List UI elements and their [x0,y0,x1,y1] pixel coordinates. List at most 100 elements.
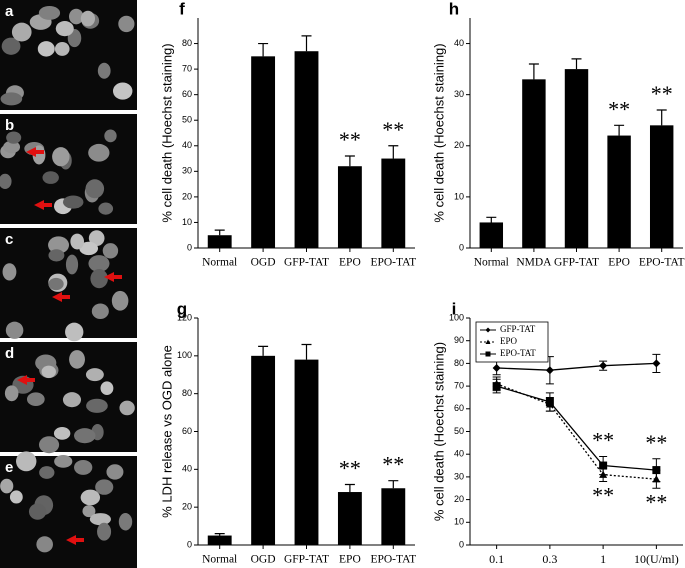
x-tick-label: NMDA [516,257,552,269]
x-tick-label: GFP-TAT [284,554,329,566]
nucleus [102,243,119,259]
significance: ** [645,489,667,514]
y-tick-label: 40 [454,449,464,459]
panel-label: b [5,117,14,134]
nucleus [38,436,60,454]
legend-marker [485,339,491,344]
x-tick-label: EPO [339,554,361,566]
y-tick-label: 10 [182,217,192,227]
nucleus [88,255,110,272]
y-axis-label: % cell death (Hoechst staining) [431,43,446,222]
nucleus [28,503,47,520]
nucleus [16,451,37,472]
panel-label: a [5,3,14,20]
x-tick-label: EPO [339,257,361,269]
nucleus [74,428,96,444]
nucleus [54,41,70,56]
bar [607,135,631,248]
error-bar [214,229,225,236]
nucleus [2,263,17,281]
x-tick-label: 10(U/ml) [634,552,679,566]
significance: ** [651,81,673,106]
error-bar [258,42,269,57]
y-tick-label: 40 [454,38,464,48]
y-tick-label: 100 [177,350,192,360]
bar [381,158,406,248]
bar [251,355,276,545]
y-tick-label: 40 [182,464,192,474]
x-tick-label: Normal [202,554,237,566]
panel-letter: h [449,0,459,18]
y-tick-label: 80 [182,388,192,398]
error-bar [258,345,269,356]
significance: ** [339,456,361,481]
y-tick-label: 20 [454,140,464,150]
nucleus [55,20,74,37]
error-bar [486,216,497,223]
nucleus [41,365,56,378]
legend-marker [485,327,491,333]
significance: ** [382,117,404,142]
y-tick-label: 70 [454,380,464,390]
nucleus [91,303,109,320]
nucleus [0,478,14,494]
y-tick-label: 50 [454,426,464,436]
y-tick-label: 0 [459,539,464,549]
nucleus [3,140,21,154]
x-tick-label: GFP-TAT [554,257,599,269]
x-tick-label: Normal [202,257,237,269]
bar [381,488,406,545]
x-tick-label: 1 [600,552,606,566]
nucleus [79,241,99,256]
red-arrow [104,272,122,282]
error-bar [614,124,625,136]
x-tick-label: EPO [608,257,630,269]
y-tick-label: 30 [454,471,464,481]
bar [251,56,276,249]
y-tick-label: 20 [182,502,192,512]
nucleus [70,233,85,250]
nucleus [112,82,133,100]
y-tick-label: 0 [459,242,464,252]
y-tick-label: 80 [182,38,192,48]
y-tick-label: 0 [187,539,192,549]
nucleus [36,536,53,553]
nucleus [80,10,96,27]
nucleus [97,522,112,541]
panel-label: e [5,459,13,476]
bar [207,235,232,248]
micrographs: a b c d e [0,0,137,568]
nucleus [69,350,85,369]
nucleus [86,398,108,413]
error-bar [528,63,539,80]
error-bar [344,483,355,493]
error-bar [301,35,312,52]
bar [207,535,232,545]
error-bar [388,480,399,489]
y-tick-label: 10 [454,517,464,527]
nucleus [48,277,64,291]
nucleus [118,15,135,33]
error-bar [571,58,582,70]
nucleus [0,173,12,190]
nucleus [48,249,65,262]
marker [652,359,661,368]
y-axis-label: % LDH release vs OGD alone [159,345,174,518]
legend-label: EPO [500,336,518,346]
y-tick-label: 60 [182,89,192,99]
nucleus [88,143,110,162]
bar [564,69,589,248]
nucleus [88,230,105,247]
y-tick-label: 50 [182,115,192,125]
x-tick-label: EPO-TAT [370,554,416,566]
panel-letter: g [177,299,187,318]
nucleus [26,392,45,407]
y-tick-label: 40 [182,140,192,150]
red-arrow [66,535,84,545]
nucleus [97,62,111,79]
x-tick-label: EPO-TAT [639,257,685,269]
panel-letter: f [179,0,185,18]
nucleus [0,92,23,106]
significance: ** [382,452,404,477]
nucleus [48,236,70,254]
